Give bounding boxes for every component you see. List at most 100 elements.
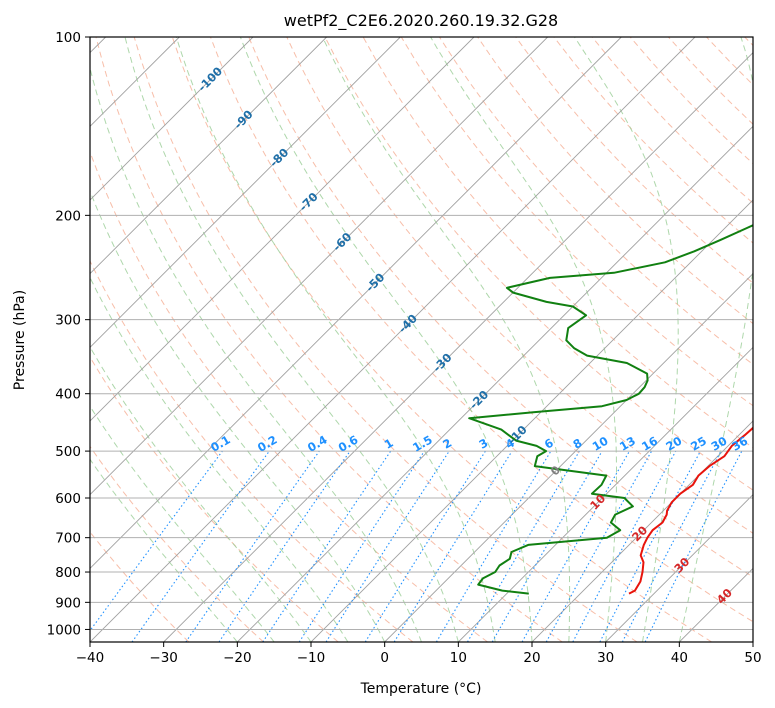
y-tick-label: 800	[55, 565, 81, 581]
moist-adiabat	[678, 37, 753, 642]
dry-adiabat	[744, 37, 753, 47]
plot-frame	[89, 36, 754, 643]
mixing-ratio-line	[393, 450, 513, 642]
moist-adiabat	[124, 37, 459, 642]
moist-adiabat	[574, 37, 679, 642]
skewed-isotherm	[237, 125, 753, 642]
skewed-isotherm	[90, 37, 622, 569]
mixing-ratio-label: 36	[729, 434, 750, 454]
isotherm-label: 0	[548, 463, 564, 479]
isotherm-label: -50	[363, 270, 388, 295]
x-tick-label: 30	[597, 650, 614, 666]
mixing-ratio-line	[90, 450, 223, 632]
isotherm-label: -40	[395, 311, 420, 336]
mixing-ratio-line	[521, 450, 630, 642]
y-tick-label: 400	[55, 387, 81, 403]
mixing-ratio-line	[325, 450, 450, 642]
isotherm-label: -60	[330, 230, 355, 255]
mixing-ratio-line	[218, 450, 351, 642]
dry-adiabat	[90, 356, 339, 642]
x-axis: −40 −30 −20 −10 0 10 20 30 40 50	[76, 642, 762, 666]
dry-adiabat	[706, 37, 753, 86]
x-tick-label: −40	[76, 650, 105, 666]
x-tick-label: 20	[523, 650, 540, 666]
mixing-ratio-label: 8	[570, 436, 584, 452]
mixing-ratio-label: 2	[440, 436, 454, 452]
skewed-isotherm	[90, 37, 475, 422]
y-tick-label: 700	[55, 531, 81, 547]
x-tick-label: 50	[744, 650, 761, 666]
skewed-isotherm	[90, 37, 327, 275]
moist-adiabat	[175, 37, 496, 642]
x-tick-label: −10	[297, 650, 326, 666]
moist-adiabat	[90, 276, 349, 642]
skewed-isotherm	[90, 37, 401, 348]
skewed-isotherm	[90, 37, 254, 201]
y-tick-label: 900	[55, 595, 81, 611]
skewed-isotherm	[531, 420, 753, 642]
moist-adiabat	[90, 405, 275, 642]
skewed-isotherm	[605, 494, 753, 642]
isobar-grid	[90, 37, 753, 630]
isotherm-label: -100	[195, 64, 225, 94]
isotherm-label: -70	[296, 190, 321, 215]
skewed-isotherm	[90, 37, 548, 496]
dry-adiabat	[286, 37, 753, 534]
chart-title: wetPf2_C2E6.2020.260.19.32.G28	[284, 11, 558, 31]
x-tick-label: 40	[671, 650, 688, 666]
background-lines	[90, 37, 753, 642]
skewed-isotherm	[384, 273, 753, 642]
y-tick-label: 200	[55, 208, 81, 224]
mixing-ratio-label: 20	[663, 434, 684, 454]
skewed-isotherm	[163, 52, 753, 642]
moist-adiabat	[239, 37, 533, 642]
dry-adiabat	[90, 259, 414, 642]
y-tick-label: 500	[55, 444, 81, 460]
mixing-ratio-line	[185, 450, 320, 642]
mixing-ratio-line	[644, 450, 743, 642]
moist-adiabat	[90, 345, 312, 642]
dry-adiabat	[90, 445, 264, 642]
mixing-ratio-label: 30	[709, 434, 730, 454]
dry-adiabat	[324, 37, 753, 491]
y-tick-label: 100	[55, 30, 81, 46]
dry-adiabat	[171, 37, 712, 642]
mixing-ratio-line	[131, 450, 270, 642]
isotherm-label: -80	[267, 145, 292, 170]
dry-adiabat	[210, 37, 753, 623]
x-axis-title: Temperature (°C)	[360, 681, 482, 697]
y-tick-label: 1000	[47, 622, 81, 638]
dry-adiabat	[90, 531, 190, 642]
dry-adiabat	[553, 37, 753, 244]
isotherm-label: -30	[430, 350, 455, 375]
dry-adiabat	[515, 37, 753, 284]
mixing-ratio-line	[262, 450, 392, 642]
mixing-ratio-label: 13	[617, 434, 638, 454]
x-tick-label: 0	[380, 650, 389, 666]
moist-adiabat	[430, 37, 617, 642]
skewed-isotherm	[458, 346, 753, 642]
temperature-profile	[628, 426, 753, 595]
y-axis: 100 200 300 400 500 600 700 800 900 1000	[47, 30, 90, 638]
x-tick-label: −30	[149, 650, 178, 666]
mixing-ratio-line	[572, 450, 677, 642]
mixing-ratio-line	[298, 450, 425, 642]
isotherm-label: 40	[714, 586, 735, 607]
sounding-profiles	[468, 224, 753, 595]
x-tick-label: −20	[223, 650, 252, 666]
moist-adiabat	[90, 189, 386, 642]
moist-adiabat	[90, 65, 422, 642]
mixing-ratio-label: 16	[639, 434, 660, 454]
dry-adiabat	[90, 150, 488, 642]
mixing-ratio-line	[364, 450, 486, 642]
moist-adiabat	[322, 37, 571, 642]
y-tick-label: 600	[55, 491, 81, 507]
skewed-isotherm	[752, 641, 753, 642]
y-tick-label: 300	[55, 313, 81, 329]
skewed-isotherm	[679, 567, 753, 642]
moist-adiabat	[90, 458, 238, 642]
isotherm-label: 30	[671, 555, 692, 576]
dry-adiabat	[133, 37, 638, 642]
isotherm-label: -90	[231, 107, 256, 132]
